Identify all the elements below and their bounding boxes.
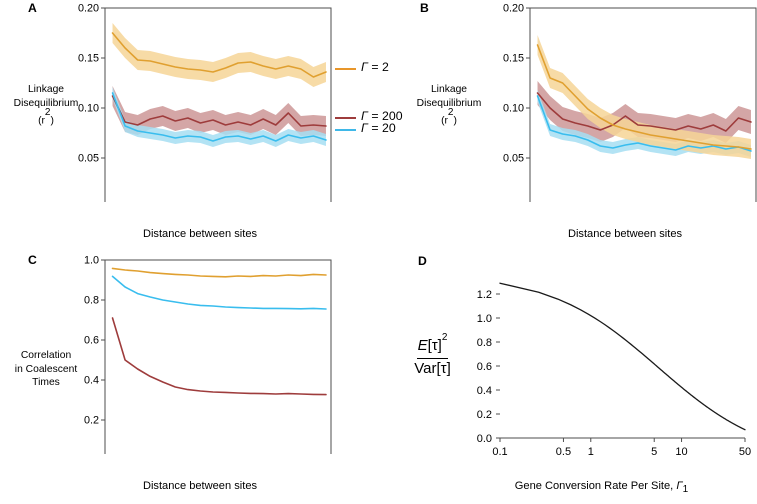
- svg-text:0.8: 0.8: [477, 337, 492, 349]
- svg-text:0.6: 0.6: [84, 335, 99, 347]
- svg-text:0.2: 0.2: [477, 409, 492, 421]
- svg-text:50: 50: [739, 446, 751, 458]
- svg-text:0.1: 0.1: [492, 446, 507, 458]
- svg-text:0.20: 0.20: [503, 3, 524, 15]
- svg-text:0.15: 0.15: [78, 53, 99, 65]
- svg-text:0.0: 0.0: [477, 433, 492, 445]
- svg-text:0.2: 0.2: [84, 415, 99, 427]
- svg-text:1.0: 1.0: [84, 255, 99, 267]
- svg-text:5: 5: [651, 446, 657, 458]
- svg-text:0.20: 0.20: [78, 3, 99, 15]
- svg-text:0.10: 0.10: [503, 103, 524, 115]
- svg-text:1.2: 1.2: [477, 289, 492, 301]
- svg-text:0.8: 0.8: [84, 295, 99, 307]
- svg-text:0.4: 0.4: [477, 385, 492, 397]
- svg-text:0.05: 0.05: [503, 153, 524, 165]
- svg-text:0.5: 0.5: [556, 446, 571, 458]
- svg-text:10: 10: [675, 446, 687, 458]
- svg-text:1.0: 1.0: [477, 313, 492, 325]
- svg-text:0.15: 0.15: [503, 53, 524, 65]
- svg-text:0.6: 0.6: [477, 361, 492, 373]
- svg-text:1: 1: [588, 446, 594, 458]
- svg-text:0.05: 0.05: [78, 153, 99, 165]
